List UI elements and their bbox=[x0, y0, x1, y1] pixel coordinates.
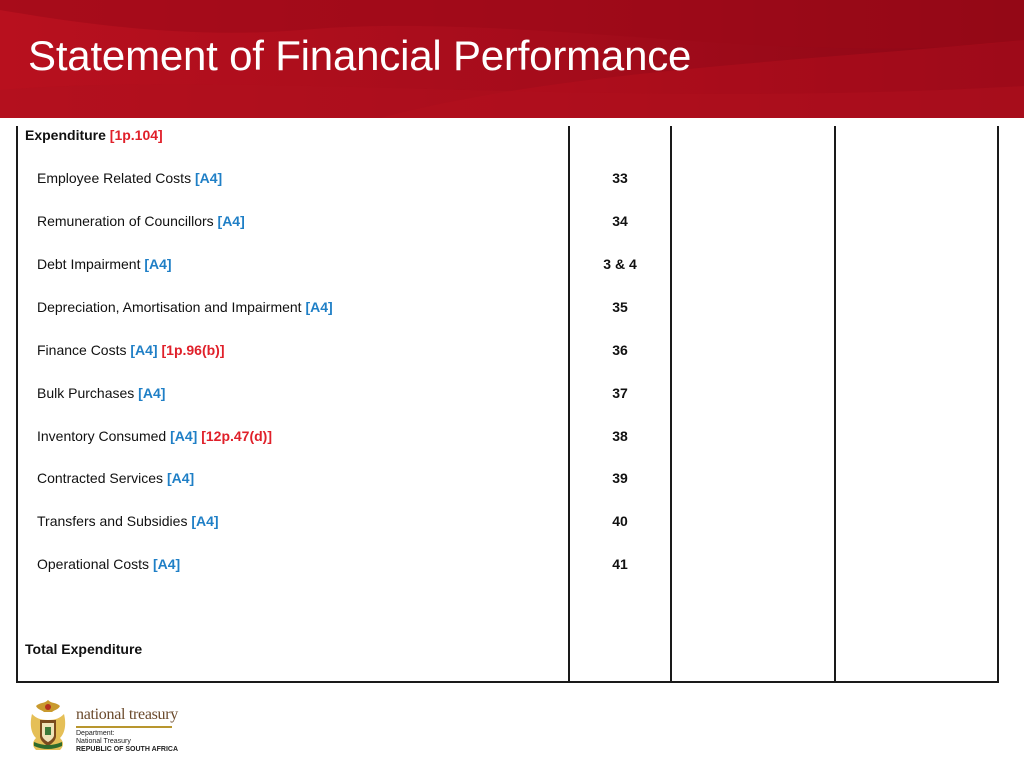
row-text: Contracted Services bbox=[37, 470, 164, 486]
table-border-right bbox=[997, 126, 999, 682]
footer: national treasury Department: National T… bbox=[0, 684, 1024, 768]
note-number: 34 bbox=[612, 213, 628, 229]
row-label: Employee Related Costs [A4] bbox=[37, 170, 222, 186]
row-reference-blue: [A4] bbox=[170, 428, 198, 444]
national-treasury-logo: national treasury Department: National T… bbox=[76, 706, 178, 754]
row-reference-blue: [A4] bbox=[152, 556, 181, 572]
row-reference-red: [12p.47(d)] bbox=[201, 428, 272, 444]
row-label: Transfers and Subsidies [A4] bbox=[37, 513, 219, 529]
row-reference-blue: [A4] bbox=[166, 470, 195, 486]
department-name: National Treasury bbox=[76, 738, 131, 745]
row-text: Remuneration of Councillors bbox=[37, 213, 214, 229]
total-row: Total Expenditure bbox=[0, 641, 1000, 665]
note-number: 41 bbox=[612, 556, 628, 572]
row-text: Employee Related Costs bbox=[37, 170, 192, 186]
row-text: Inventory Consumed bbox=[37, 428, 167, 444]
total-label: Total Expenditure bbox=[25, 641, 143, 657]
row-text: Debt Impairment bbox=[37, 256, 141, 272]
country-name: REPUBLIC OF SOUTH AFRICA bbox=[76, 746, 179, 753]
header-banner: Statement of Financial Performance bbox=[0, 0, 1024, 118]
note-number: 40 bbox=[612, 513, 628, 529]
coat-of-arms-icon bbox=[30, 700, 66, 750]
row-text: Transfers and Subsidies bbox=[37, 513, 188, 529]
note-number: 36 bbox=[612, 342, 628, 358]
brand-underline bbox=[76, 726, 172, 728]
row-label: Debt Impairment [A4] bbox=[37, 256, 172, 272]
table-border-left bbox=[16, 126, 18, 682]
section-header-row: Expenditure [1p.104] bbox=[0, 127, 1000, 151]
note-number: 38 bbox=[612, 428, 628, 444]
row-label: Operational Costs [A4] bbox=[37, 556, 180, 572]
table-row: Depreciation, Amortisation and Impairmen… bbox=[0, 299, 1000, 323]
row-reference-blue: [A4] bbox=[191, 513, 219, 529]
table-row: Inventory Consumed [A4] [12p.47(d)] 38 bbox=[0, 428, 1000, 452]
row-text: Finance Costs bbox=[37, 342, 127, 358]
financial-table: Expenditure [1p.104] Employee Related Co… bbox=[0, 118, 1024, 684]
row-reference-blue: [A4] bbox=[217, 213, 245, 229]
row-label: Bulk Purchases [A4] bbox=[37, 385, 165, 401]
header-background bbox=[0, 0, 1024, 118]
table-row: Transfers and Subsidies [A4] 40 bbox=[0, 513, 1000, 537]
row-label: Remuneration of Councillors [A4] bbox=[37, 213, 245, 229]
section-header: Expenditure [1p.104] bbox=[25, 127, 163, 143]
note-number: 35 bbox=[612, 299, 628, 315]
department-label: Department: bbox=[76, 730, 115, 737]
row-reference-blue: [A4] bbox=[130, 342, 158, 358]
column-divider-notes bbox=[568, 126, 570, 682]
table-row: Contracted Services [A4] 39 bbox=[0, 470, 1000, 494]
row-text: Depreciation, Amortisation and Impairmen… bbox=[37, 299, 302, 315]
table-row: Finance Costs [A4] [1p.96(b)] 36 bbox=[0, 342, 1000, 366]
row-reference-blue: [A4] bbox=[194, 170, 223, 186]
note-number: 3 & 4 bbox=[603, 256, 637, 272]
page-title: Statement of Financial Performance bbox=[28, 32, 692, 79]
table-row: Employee Related Costs [A4] 33 bbox=[0, 170, 1000, 194]
section-reference: [1p.104] bbox=[109, 127, 163, 143]
row-label: Inventory Consumed [A4] [12p.47(d)] bbox=[37, 428, 272, 444]
table-row: Debt Impairment [A4] 3 & 4 bbox=[0, 256, 1000, 280]
note-number: 33 bbox=[612, 170, 628, 186]
brand-name: national treasury bbox=[76, 706, 178, 723]
row-text: Operational Costs bbox=[37, 556, 150, 572]
row-reference-blue: [A4] bbox=[144, 256, 172, 272]
row-label: Contracted Services [A4] bbox=[37, 470, 194, 486]
column-divider-previous bbox=[834, 126, 836, 682]
row-text: Bulk Purchases bbox=[37, 385, 135, 401]
note-number: 37 bbox=[612, 385, 628, 401]
row-label: Depreciation, Amortisation and Impairmen… bbox=[37, 299, 333, 315]
note-number: 39 bbox=[612, 470, 628, 486]
row-reference-blue: [A4] bbox=[305, 299, 333, 315]
row-reference-blue: [A4] bbox=[138, 385, 166, 401]
table-row: Bulk Purchases [A4] 37 bbox=[0, 385, 1000, 409]
section-label: Expenditure bbox=[25, 127, 106, 143]
row-reference-red: [1p.96(b)] bbox=[161, 342, 225, 358]
table-row: Operational Costs [A4] 41 bbox=[0, 556, 1000, 580]
row-label: Finance Costs [A4] [1p.96(b)] bbox=[37, 342, 225, 358]
table-row: Remuneration of Councillors [A4] 34 bbox=[0, 213, 1000, 237]
column-divider-current bbox=[670, 126, 672, 682]
table-bottom-border bbox=[16, 681, 999, 683]
